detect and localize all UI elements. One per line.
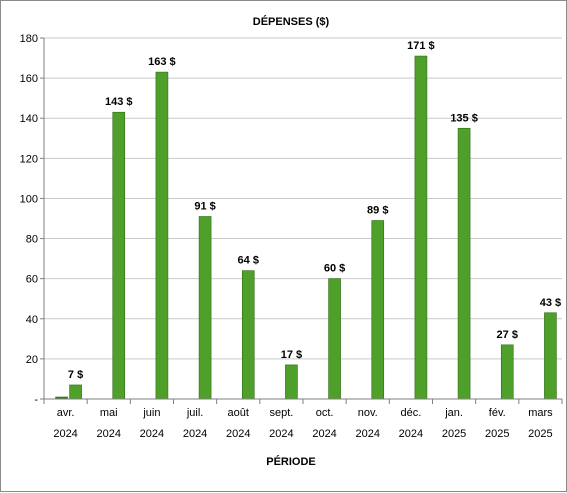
x-tick-label-month: oct. <box>316 407 334 419</box>
x-tick-label-year: 2024 <box>226 428 250 440</box>
data-label: 7 $ <box>68 369 83 381</box>
x-tick-label-year: 2024 <box>269 428 293 440</box>
y-tick-label: 120 <box>20 153 38 165</box>
x-tick-label-month: déc. <box>401 407 422 419</box>
data-label: 163 $ <box>148 56 176 68</box>
bar-layer: 7 $ 143 $ 163 $ 91 $ 64 $ 17 $ 60 $ 89 $ 171 $ 13… <box>55 40 561 400</box>
bar <box>69 384 82 400</box>
x-tick-label-month: mai <box>100 407 118 419</box>
x-tick-label-year: 2025 <box>442 428 466 440</box>
x-tick-label-year: 2025 <box>485 428 509 440</box>
y-tick-label: 80 <box>26 234 38 246</box>
bar <box>198 216 212 400</box>
data-label: 64 $ <box>238 255 259 267</box>
x-tick-label-year: 2024 <box>356 428 380 440</box>
x-axis-title: PÉRIODE <box>266 455 316 468</box>
x-tick-label-year: 2024 <box>312 428 336 440</box>
x-tick-label-month: mars <box>528 407 553 419</box>
chart-title: DÉPENSES ($) <box>253 15 330 28</box>
bar <box>155 71 169 400</box>
bar <box>285 364 298 400</box>
x-tick-label-month: avr. <box>57 407 75 419</box>
data-label: 135 $ <box>450 112 478 124</box>
data-label: 171 $ <box>407 40 435 52</box>
y-tick-label: - <box>34 394 38 406</box>
bar <box>241 270 255 400</box>
data-label: 27 $ <box>497 329 518 341</box>
y-tick-label: 20 <box>26 354 38 366</box>
y-tick-label: 100 <box>20 193 38 205</box>
bar <box>328 278 341 400</box>
x-tick-label-month: jan. <box>444 407 463 419</box>
data-label: 43 $ <box>540 297 561 309</box>
data-label: 89 $ <box>367 205 388 217</box>
bar <box>500 344 514 400</box>
x-tick-label-year: 2024 <box>183 428 207 440</box>
y-tick-label: 180 <box>20 33 38 45</box>
data-label: 91 $ <box>194 200 215 212</box>
x-tick-label-year: 2024 <box>97 428 121 440</box>
axis-layer: - 20 40 60 80 100 120 140 160 180 avr. 2024 mai 2024 j… <box>20 33 563 440</box>
x-tick-label-month: juin <box>142 407 160 419</box>
data-label: 143 $ <box>105 96 133 108</box>
x-tick-label-month: juil. <box>186 407 204 419</box>
data-label: 60 $ <box>324 263 345 275</box>
y-tick-label: 60 <box>26 274 38 286</box>
x-tick-label-month: fév. <box>489 407 506 419</box>
bar <box>371 220 385 400</box>
bar <box>112 111 126 400</box>
x-tick-label-month: août <box>228 407 249 419</box>
x-tick-label-month: nov. <box>358 407 378 419</box>
x-tick-label-month: sept. <box>269 407 293 419</box>
bar <box>457 127 471 400</box>
y-tick-label: 40 <box>26 314 38 326</box>
x-tick-label-year: 2024 <box>53 428 77 440</box>
x-tick-label-year: 2025 <box>528 428 552 440</box>
x-tick-label-year: 2024 <box>399 428 423 440</box>
grid-layer <box>44 37 562 360</box>
bar <box>544 312 557 400</box>
y-tick-label: 140 <box>20 113 38 125</box>
x-tick-label-year: 2024 <box>140 428 164 440</box>
data-label: 17 $ <box>281 349 302 361</box>
bar <box>414 55 428 400</box>
y-tick-label: 160 <box>20 73 38 85</box>
